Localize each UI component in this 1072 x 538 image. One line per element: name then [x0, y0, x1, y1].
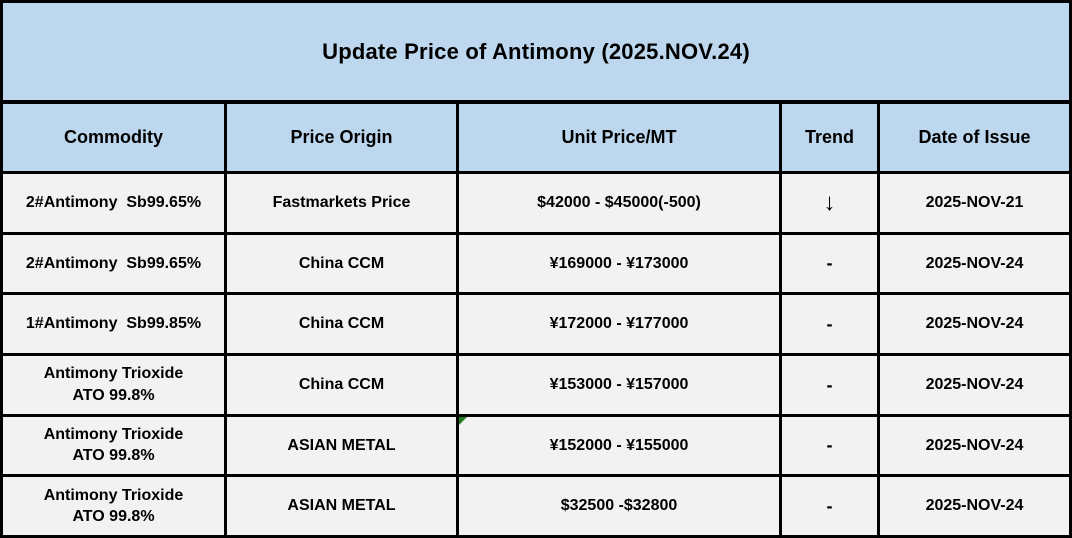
date-of-issue-cell: 2025-NOV-24: [880, 295, 1069, 353]
table-title: Update Price of Antimony (2025.NOV.24): [3, 3, 1069, 104]
commodity-cell: 2#Antimony Sb99.65%: [3, 234, 224, 293]
date-of-issue-cell: 2025-NOV-24: [880, 477, 1069, 535]
arrow-down-icon: ↓: [782, 174, 877, 232]
date-of-issue-cell: 2025-NOV-24: [880, 416, 1069, 475]
commodity-cell: Antimony Trioxide ATO 99.8%: [3, 416, 224, 475]
date-of-issue-cell: 2025-NOV-24: [880, 356, 1069, 414]
trend-cell: -: [782, 295, 877, 353]
unit-price-cell: ¥169000 - ¥173000: [459, 234, 779, 293]
unit-price-cell: $32500 -$32800: [459, 477, 779, 535]
unit-price-cell: ¥172000 - ¥177000: [459, 295, 779, 353]
price-origin-cell: ASIAN METAL: [227, 477, 456, 535]
column-header-commodity: Commodity: [3, 104, 224, 171]
trend-cell: -: [782, 477, 877, 535]
commodity-cell: 1#Antimony Sb99.85%: [3, 295, 224, 353]
commodity-cell: Antimony Trioxide ATO 99.8%: [3, 477, 224, 535]
unit-price-cell: $42000 - $45000(-500): [459, 174, 779, 232]
commodity-cell: 2#Antimony Sb99.65%: [3, 174, 224, 232]
trend-cell: -: [782, 234, 877, 293]
column-header-unit-price: Unit Price/MT: [459, 104, 779, 171]
date-of-issue-cell: 2025-NOV-24: [880, 234, 1069, 293]
unit-price-cell: ¥152000 - ¥155000: [459, 416, 779, 475]
date-of-issue-cell: 2025-NOV-21: [880, 174, 1069, 232]
commodity-cell: Antimony Trioxide ATO 99.8%: [3, 356, 224, 414]
trend-cell: -: [782, 416, 877, 475]
price-origin-cell: China CCM: [227, 356, 456, 414]
price-grid: Commodity Price Origin Unit Price/MT Tre…: [3, 104, 1069, 535]
price-origin-cell: ASIAN METAL: [227, 416, 456, 475]
cell-corner-marker-icon: [459, 416, 467, 425]
column-header-date-of-issue: Date of Issue: [880, 104, 1069, 171]
price-origin-cell: China CCM: [227, 295, 456, 353]
price-origin-cell: Fastmarkets Price: [227, 174, 456, 232]
trend-cell: -: [782, 356, 877, 414]
unit-price-cell: ¥153000 - ¥157000: [459, 356, 779, 414]
column-header-price-origin: Price Origin: [227, 104, 456, 171]
price-origin-cell: China CCM: [227, 234, 456, 293]
column-header-trend: Trend: [782, 104, 877, 171]
